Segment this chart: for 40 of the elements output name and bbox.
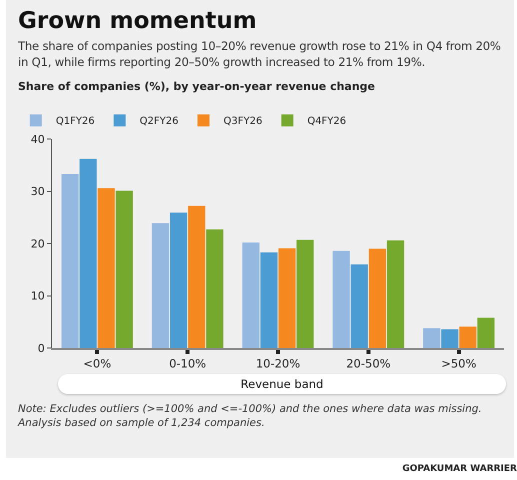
legend-label: Q2FY26 bbox=[140, 116, 178, 128]
y-tick-label: 30 bbox=[30, 185, 45, 198]
x-tick-label: >50% bbox=[441, 356, 476, 371]
bar bbox=[332, 250, 350, 348]
bar bbox=[296, 240, 314, 348]
chart-subtitle: The share of companies posting 10–20% revenue growth rose to 21% in Q4 from 20% in Q1, while firms reporting 20–50% growth increased to 21% from 19%. bbox=[18, 38, 502, 70]
bar bbox=[242, 242, 260, 348]
bar bbox=[152, 223, 170, 348]
bar bbox=[386, 240, 404, 348]
bar bbox=[278, 248, 296, 348]
bar bbox=[350, 264, 368, 348]
text: Note: Excludes outliers (>=100% and <=-100%) and the ones where data was missing. Analysis based on sample of 1,234 companies. bbox=[18, 402, 483, 430]
y-tick-label: 0 bbox=[38, 342, 45, 355]
legend-label: Q3FY26 bbox=[223, 116, 262, 128]
bar bbox=[61, 174, 79, 348]
y-axis-title: Share of companies (%), by year-on-year revenue change bbox=[18, 80, 376, 93]
y-tick-label: 20 bbox=[30, 237, 45, 250]
bar bbox=[260, 252, 278, 348]
bar bbox=[170, 212, 188, 348]
x-tick-label: <0% bbox=[83, 356, 112, 371]
bar bbox=[368, 248, 386, 348]
x-tick-label: 0-10% bbox=[169, 356, 206, 371]
x-tick-label: 10-20% bbox=[256, 356, 300, 371]
bar bbox=[441, 329, 458, 348]
bar bbox=[116, 190, 133, 348]
y-tick-label: 10 bbox=[30, 290, 45, 303]
bar bbox=[98, 188, 115, 348]
bar bbox=[477, 318, 495, 348]
legend-label: Q1FY26 bbox=[56, 116, 95, 128]
legend-label: Q4FY26 bbox=[307, 116, 346, 128]
bar bbox=[188, 206, 206, 348]
y-tick-label: 40 bbox=[30, 132, 45, 146]
x-axis-title: Revenue band bbox=[58, 374, 506, 394]
x-tick-label: 20-50% bbox=[346, 356, 391, 371]
bar bbox=[80, 158, 97, 348]
text: GOPAKUMAR WARRIER bbox=[402, 464, 517, 474]
bar bbox=[459, 326, 476, 348]
chart-title: Grown momentum bbox=[18, 8, 257, 34]
bar bbox=[206, 229, 224, 348]
bar bbox=[423, 328, 440, 348]
